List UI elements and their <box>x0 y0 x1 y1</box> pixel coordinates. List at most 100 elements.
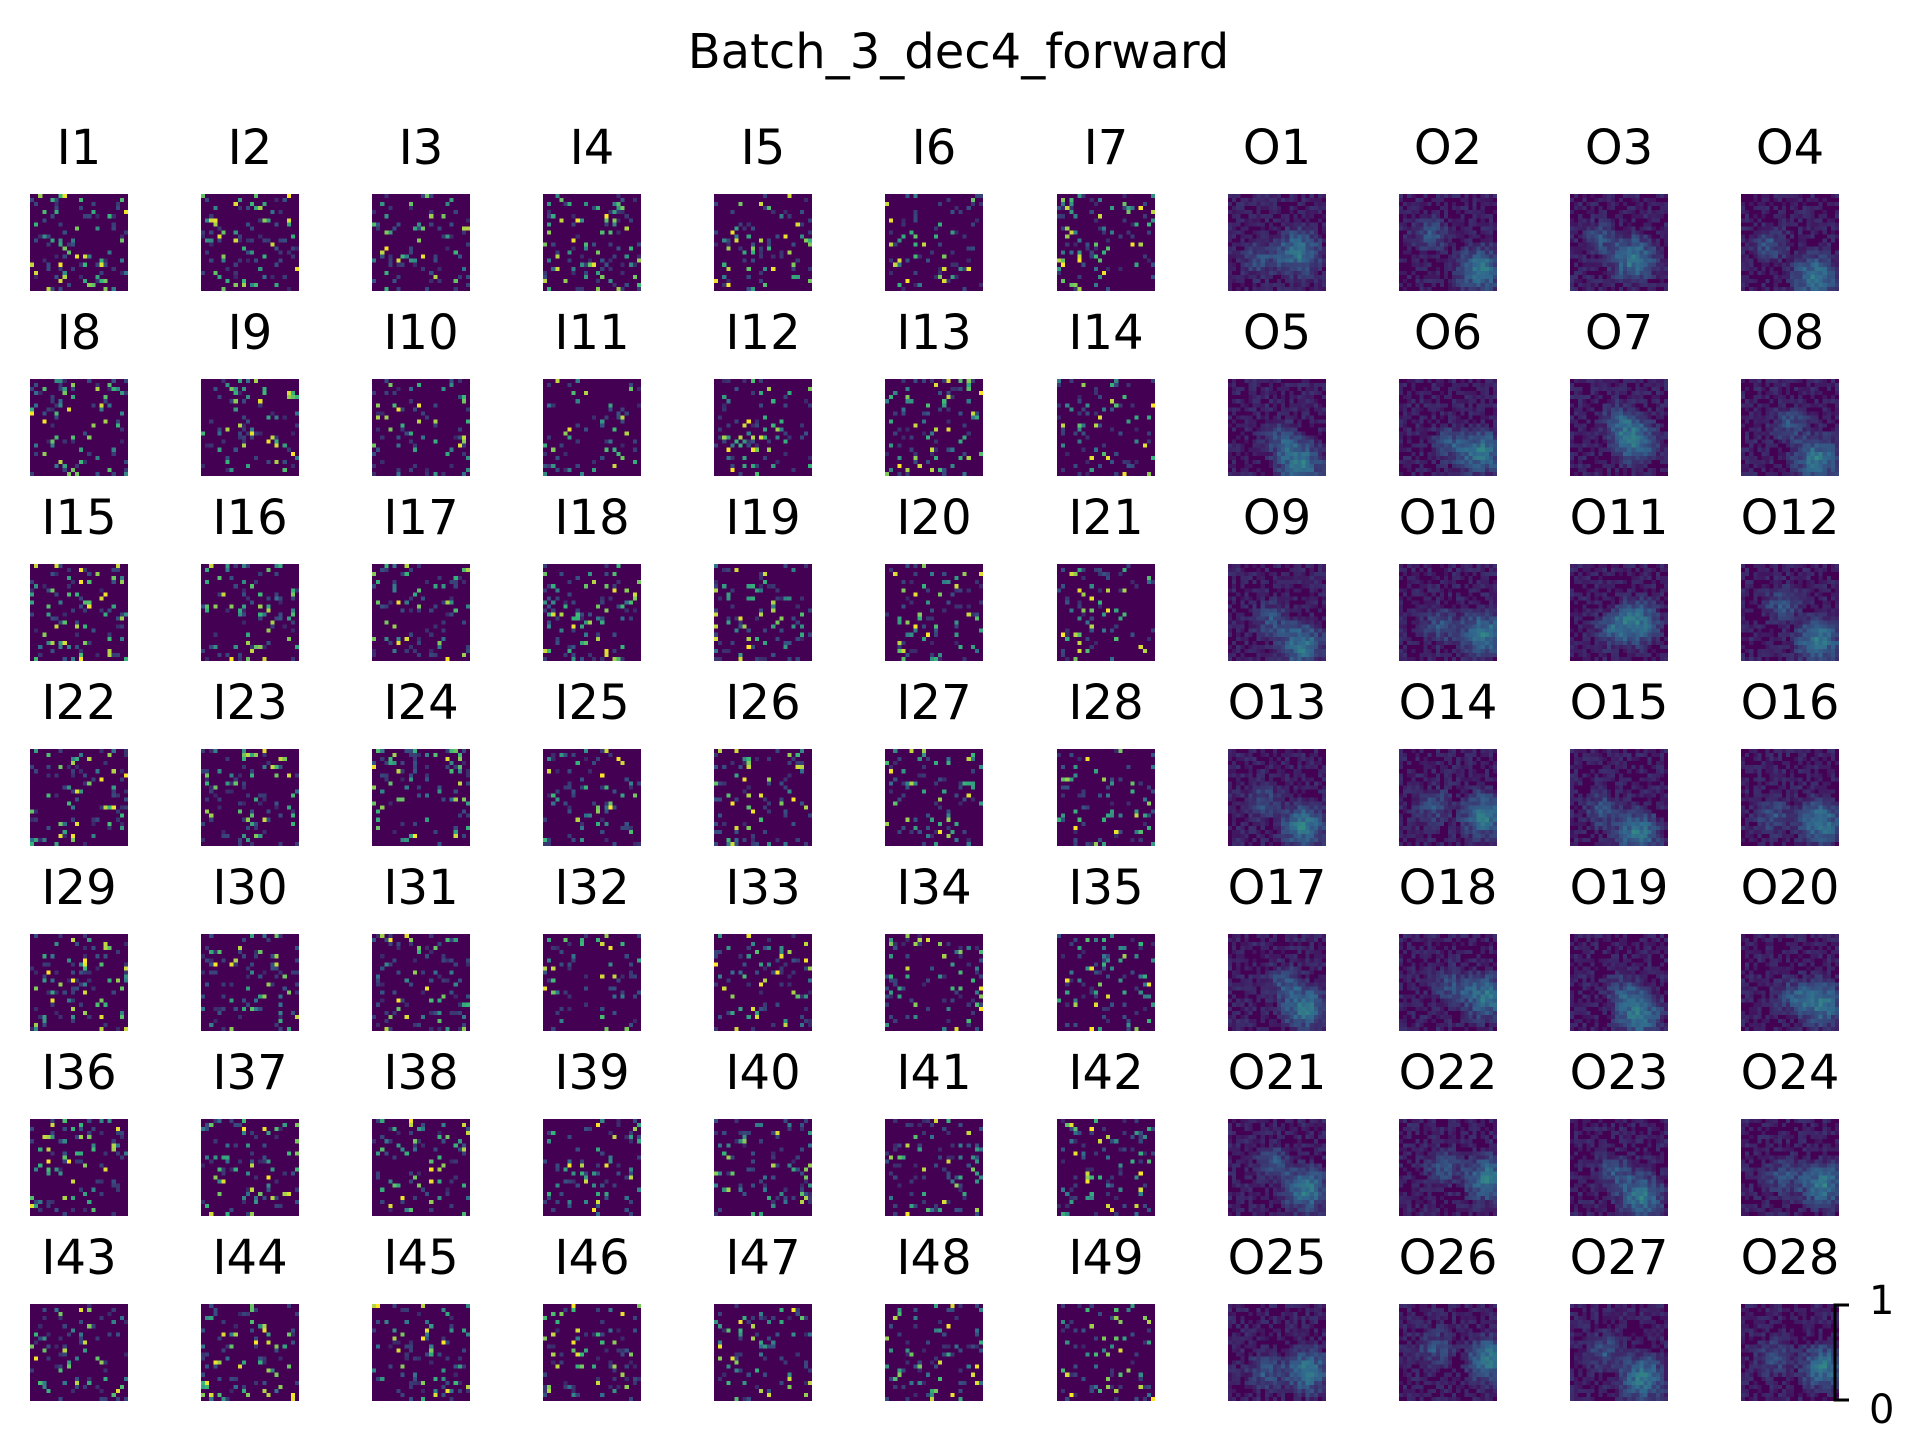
panel-title: I13 <box>896 305 972 361</box>
heatmap-cell <box>966 379 971 384</box>
heatmap-cell <box>1802 242 1807 247</box>
heatmap-cell <box>1590 222 1595 227</box>
heatmap-cell <box>416 604 421 609</box>
heatmap-cell <box>1790 455 1795 460</box>
heatmap-cell <box>893 411 898 416</box>
heatmap-cell <box>1790 411 1795 416</box>
heatmap-cell <box>237 258 242 263</box>
heatmap-cell <box>1631 210 1636 215</box>
heatmap-cell <box>1802 286 1807 291</box>
heatmap-cell <box>1232 230 1237 235</box>
heatmap-cell <box>1419 230 1424 235</box>
heatmap-cell <box>612 427 617 432</box>
heatmap-cell <box>441 214 446 219</box>
heatmap-cell <box>1468 246 1473 251</box>
heatmap-cell <box>1468 210 1473 215</box>
heatmap-cell <box>1272 407 1277 412</box>
heatmap-cell <box>1785 270 1790 275</box>
heatmap-cell <box>1407 463 1412 468</box>
heatmap-cell <box>119 580 124 585</box>
heatmap-cell <box>1655 194 1660 199</box>
heatmap-cell <box>1415 222 1420 227</box>
heatmap-cell <box>1468 222 1473 227</box>
heatmap-cell <box>392 278 397 283</box>
heatmap-cell <box>1464 459 1469 464</box>
heatmap-cell <box>1818 471 1823 476</box>
heatmap-cell <box>1448 258 1453 263</box>
heatmap-cell <box>1741 234 1746 239</box>
heatmap-cell <box>425 286 430 291</box>
heatmap-cell <box>1655 395 1660 400</box>
heatmap-cell <box>1448 431 1453 436</box>
heatmap-cell <box>1285 387 1290 392</box>
heatmap-cell <box>1619 423 1624 428</box>
heatmap-cell <box>1790 198 1795 203</box>
heatmap-cell <box>1472 439 1477 444</box>
heatmap-cell <box>1753 222 1758 227</box>
heatmap-cell <box>1411 234 1416 239</box>
panel-title: I14 <box>1068 305 1144 361</box>
heatmap-cell <box>1578 455 1583 460</box>
heatmap-cell <box>1443 214 1448 219</box>
heatmap-cell <box>79 274 84 279</box>
heatmap-cell <box>1321 202 1326 207</box>
heatmap-cell <box>596 270 601 275</box>
heatmap-cell <box>1614 439 1619 444</box>
heatmap-cell <box>1570 238 1575 243</box>
heatmap-cell <box>612 222 617 227</box>
heatmap-cell <box>1655 387 1660 392</box>
heatmap-cell <box>1460 262 1465 267</box>
heatmap-cell <box>1631 443 1636 448</box>
heatmap-cell <box>1651 395 1656 400</box>
heatmap-cell <box>1313 387 1318 392</box>
heatmap-cell <box>1464 262 1469 267</box>
heatmap-cell <box>103 419 108 424</box>
heatmap-cell <box>1765 234 1770 239</box>
heatmap-cell <box>1289 419 1294 424</box>
heatmap-cell <box>1443 451 1448 456</box>
heatmap-cell <box>1757 427 1762 432</box>
heatmap-cell <box>1794 459 1799 464</box>
heatmap-cell <box>87 254 92 259</box>
heatmap-cell <box>1777 395 1782 400</box>
heatmap-cell <box>1403 258 1408 263</box>
heatmap-cell <box>1614 246 1619 251</box>
heatmap-cell <box>1614 415 1619 420</box>
heatmap-cell <box>1659 278 1664 283</box>
heatmap-cell <box>457 435 462 440</box>
heatmap-cell <box>1435 435 1440 440</box>
heatmap-cell <box>1130 463 1135 468</box>
heatmap-cell <box>1570 282 1575 287</box>
heatmap-cell <box>1057 258 1062 263</box>
heatmap-cell <box>241 423 246 428</box>
heatmap-cell <box>461 266 466 271</box>
heatmap-cell <box>1301 270 1306 275</box>
heatmap-cell <box>1061 278 1066 283</box>
heatmap-cell <box>1415 238 1420 243</box>
heatmap-cell <box>1476 407 1481 412</box>
heatmap-cell <box>738 246 743 251</box>
heatmap-cell <box>254 194 259 199</box>
heatmap-cell <box>58 640 63 645</box>
heatmap-cell <box>1794 423 1799 428</box>
heatmap-cell <box>433 439 438 444</box>
heatmap-cell <box>1651 411 1656 416</box>
heatmap-cell <box>1578 399 1583 404</box>
heatmap-cell <box>1598 419 1603 424</box>
heatmap-cell <box>1623 459 1628 464</box>
heatmap-cell <box>905 427 910 432</box>
heatmap-cell <box>1781 270 1786 275</box>
heatmap-cell <box>1277 206 1282 211</box>
heatmap-cell <box>1822 411 1827 416</box>
heatmap-cell <box>1256 395 1261 400</box>
heatmap-cell <box>1297 419 1302 424</box>
heatmap-cell <box>787 214 792 219</box>
heatmap-cell <box>412 447 417 452</box>
heatmap-cell <box>1794 427 1799 432</box>
heatmap-cell <box>30 612 35 617</box>
heatmap-cell <box>270 210 275 215</box>
heatmap-cell <box>1757 250 1762 255</box>
heatmap-cell <box>250 644 255 649</box>
panel-title: O8 <box>1755 305 1825 361</box>
heatmap-cell <box>1814 254 1819 259</box>
